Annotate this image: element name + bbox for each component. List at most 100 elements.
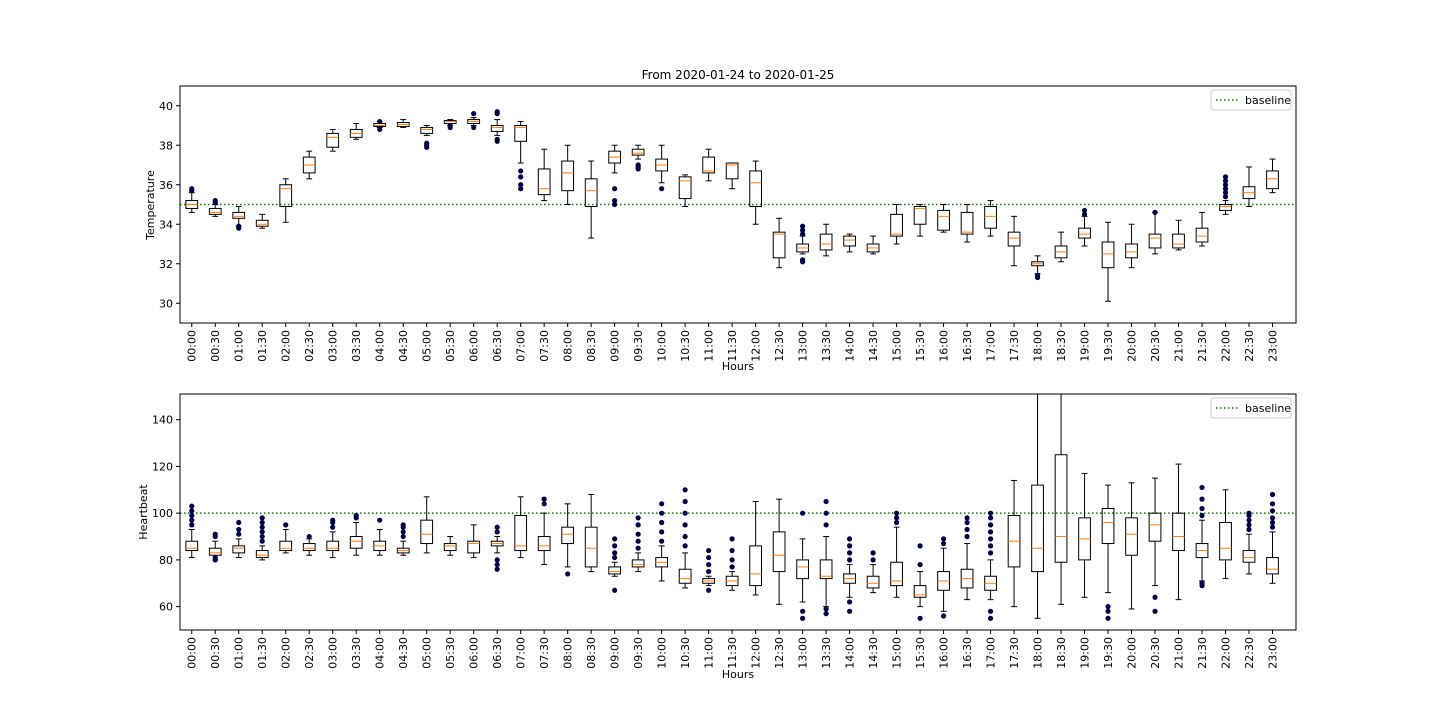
outlier-point xyxy=(612,587,618,593)
outlier-point xyxy=(800,510,806,516)
outlier-point xyxy=(823,510,829,516)
temperature-axes-frame xyxy=(179,85,1297,324)
iqr-box xyxy=(279,540,293,552)
box-16:00 xyxy=(937,536,950,619)
outlier-point xyxy=(400,533,406,540)
box-16:00 xyxy=(937,204,950,233)
box-20:00 xyxy=(1125,223,1138,269)
iqr-box xyxy=(1078,227,1091,239)
outlier-point xyxy=(1222,194,1229,200)
outlier-point xyxy=(706,561,712,568)
iqr-box xyxy=(984,205,997,229)
outlier-point xyxy=(259,519,265,526)
x-tick-label: 11:30 xyxy=(726,637,739,669)
iqr-box xyxy=(349,536,363,549)
outlier-point xyxy=(940,613,947,619)
box-12:00 xyxy=(749,160,762,225)
x-tick-label: 01:30 xyxy=(256,330,269,362)
outlier-point xyxy=(471,111,477,117)
iqr-box xyxy=(420,519,434,545)
outlier-point xyxy=(1152,594,1158,600)
box-13:30 xyxy=(819,498,833,617)
x-tick-label: 04:30 xyxy=(397,637,410,669)
box-04:30 xyxy=(396,522,410,556)
outlier-point xyxy=(729,557,735,563)
box-22:00 xyxy=(1219,174,1232,215)
box-01:30 xyxy=(255,213,269,229)
box-10:00 xyxy=(655,501,669,582)
x-tick-label: 11:00 xyxy=(703,637,716,669)
outlier-point xyxy=(847,599,853,605)
outlier-point xyxy=(236,223,242,229)
x-tick-label: 01:00 xyxy=(233,637,246,669)
outlier-point xyxy=(565,571,571,577)
box-21:00 xyxy=(1172,219,1185,251)
heartbeat-legend: baseline xyxy=(1210,397,1292,419)
outlier-point xyxy=(964,533,970,540)
iqr-box xyxy=(937,209,950,231)
outlier-point xyxy=(893,510,900,516)
x-tick-label: 08:00 xyxy=(562,637,575,669)
outlier-point xyxy=(659,529,665,535)
iqr-box xyxy=(1101,507,1115,545)
iqr-box xyxy=(185,540,199,552)
box-06:00 xyxy=(467,111,481,131)
temperature-boxes xyxy=(180,109,1296,302)
box-13:30 xyxy=(819,223,833,257)
box-04:30 xyxy=(396,119,410,128)
box-03:30 xyxy=(349,512,363,556)
outlier-point xyxy=(1199,583,1205,589)
iqr-box xyxy=(678,568,692,584)
box-08:00 xyxy=(561,503,575,577)
temperature-axes: baseline Hours Temperature 30 32 34 36 38 40 0… xyxy=(144,85,1297,373)
iqr-box xyxy=(725,162,739,180)
outlier-point xyxy=(494,138,500,144)
outlier-point xyxy=(682,510,688,516)
x-tick-label: 02:00 xyxy=(280,637,293,669)
outlier-point xyxy=(706,568,712,575)
outlier-point xyxy=(823,498,829,505)
x-tick-label: 17:00 xyxy=(985,330,998,362)
x-tick-label: 14:30 xyxy=(867,637,880,669)
temperature-legend: baseline xyxy=(1210,89,1292,111)
box-15:30 xyxy=(913,204,927,237)
x-tick-label: 02:30 xyxy=(303,330,316,362)
legend-label: baseline xyxy=(1245,402,1291,415)
outlier-point xyxy=(1269,508,1276,514)
outlier-point xyxy=(635,538,641,544)
outlier-point xyxy=(800,223,806,229)
outlier-point xyxy=(800,227,806,233)
y-tick-label: 30 xyxy=(159,297,173,310)
y-tick-label: 140 xyxy=(152,414,173,427)
box-22:30 xyxy=(1242,166,1256,207)
box-21:30 xyxy=(1195,211,1209,247)
x-tick-label: 15:00 xyxy=(891,330,904,362)
outlier-point xyxy=(706,587,712,593)
outlier-point xyxy=(377,118,383,125)
outlier-point xyxy=(236,531,242,537)
box-02:30 xyxy=(302,533,316,556)
outlier-point xyxy=(259,524,265,530)
outlier-point xyxy=(1269,501,1276,507)
iqr-box xyxy=(913,205,927,225)
iqr-box xyxy=(584,526,598,568)
outlier-point xyxy=(847,543,853,549)
outlier-point xyxy=(494,557,500,563)
outlier-point xyxy=(706,547,712,554)
heartbeat-y-axis-label: Heartbeat xyxy=(137,484,150,540)
x-tick-label: 07:00 xyxy=(515,330,528,362)
box-03:00 xyxy=(326,517,340,559)
outlier-point xyxy=(353,515,359,521)
x-tick-label: 20:30 xyxy=(1149,637,1162,669)
y-tick-label: 80 xyxy=(159,554,173,567)
x-tick-label: 20:00 xyxy=(1126,330,1139,362)
outlier-point xyxy=(1269,519,1276,526)
outlier-point xyxy=(659,186,665,192)
outlier-point xyxy=(800,608,806,614)
box-03:30 xyxy=(349,123,363,140)
iqr-box xyxy=(1031,484,1044,573)
outlier-point xyxy=(236,519,242,526)
x-tick-label: 19:30 xyxy=(1102,637,1115,669)
box-01:30 xyxy=(255,515,269,561)
